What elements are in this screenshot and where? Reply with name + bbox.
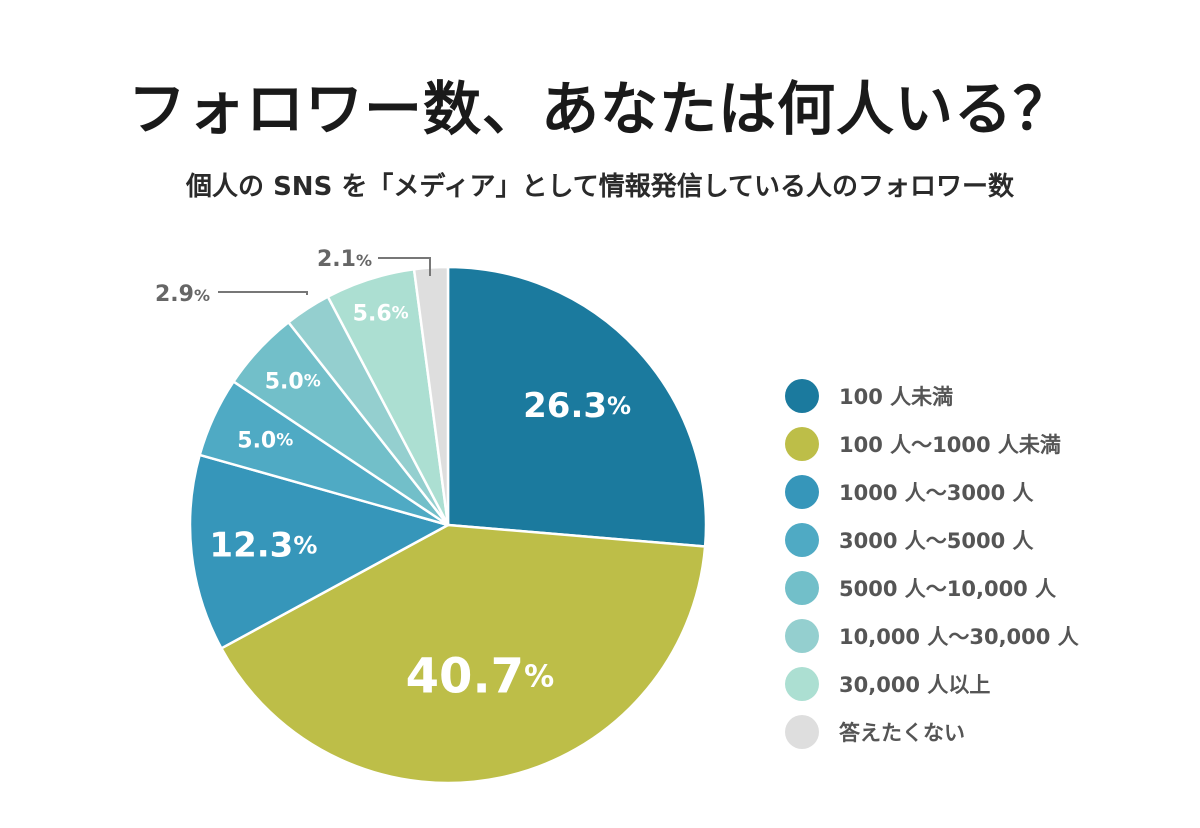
callout-line [218,291,308,295]
legend-swatch [785,667,819,701]
slice-data-label: 12.3% [209,526,317,566]
legend-label: 5000 人〜10,000 人 [839,577,1057,601]
slice-data-label: 2.9% [155,282,210,307]
legend-swatch [785,523,819,557]
legend-swatch [785,475,819,509]
legend-swatch [785,619,819,653]
legend-label: 3000 人〜5000 人 [839,529,1034,553]
legend-item: 5000 人〜10,000 人 [785,564,1079,612]
legend-item: 10,000 人〜30,000 人 [785,612,1079,660]
legend-item: 1000 人〜3000 人 [785,468,1079,516]
slice-data-label: 5.6% [353,301,409,326]
legend-item: 3000 人〜5000 人 [785,516,1079,564]
legend-label: 1000 人〜3000 人 [839,481,1034,505]
legend-label: 10,000 人〜30,000 人 [839,625,1079,649]
legend-swatch [785,427,819,461]
legend-item: 30,000 人以上 [785,660,1079,708]
legend-swatch [785,571,819,605]
pie-slice [188,453,450,650]
chart-subtitle: 個人の SNS を「メディア」として情報発信している人のフォロワー数 [186,172,1014,202]
chart-title: フォロワー数、あなたは何人いる？ [127,75,1072,143]
callout-line [378,257,431,276]
slice-data-label: 2.1% [317,247,372,272]
legend-swatch [785,715,819,749]
slice-data-label: 26.3% [523,386,631,426]
slice-data-label: 5.0% [265,369,321,394]
pie-slice [446,265,708,548]
legend-swatch [785,379,819,413]
legend-label: 答えたくない [839,721,965,745]
legend-label: 100 人未満 [839,385,954,409]
legend-item: 答えたくない [785,708,1079,756]
chart-legend: 100 人未満 100 人〜1000 人未満 1000 人〜3000 人 3000 人… [785,372,1079,756]
legend-item: 100 人未満 [785,372,1079,420]
pie-slice [220,523,707,785]
slice-data-label: 5.0% [237,428,293,453]
slice-data-label: 40.7% [406,648,555,704]
legend-item: 100 人〜1000 人未満 [785,420,1079,468]
legend-label: 100 人〜1000 人未満 [839,433,1061,457]
legend-label: 30,000 人以上 [839,673,991,697]
